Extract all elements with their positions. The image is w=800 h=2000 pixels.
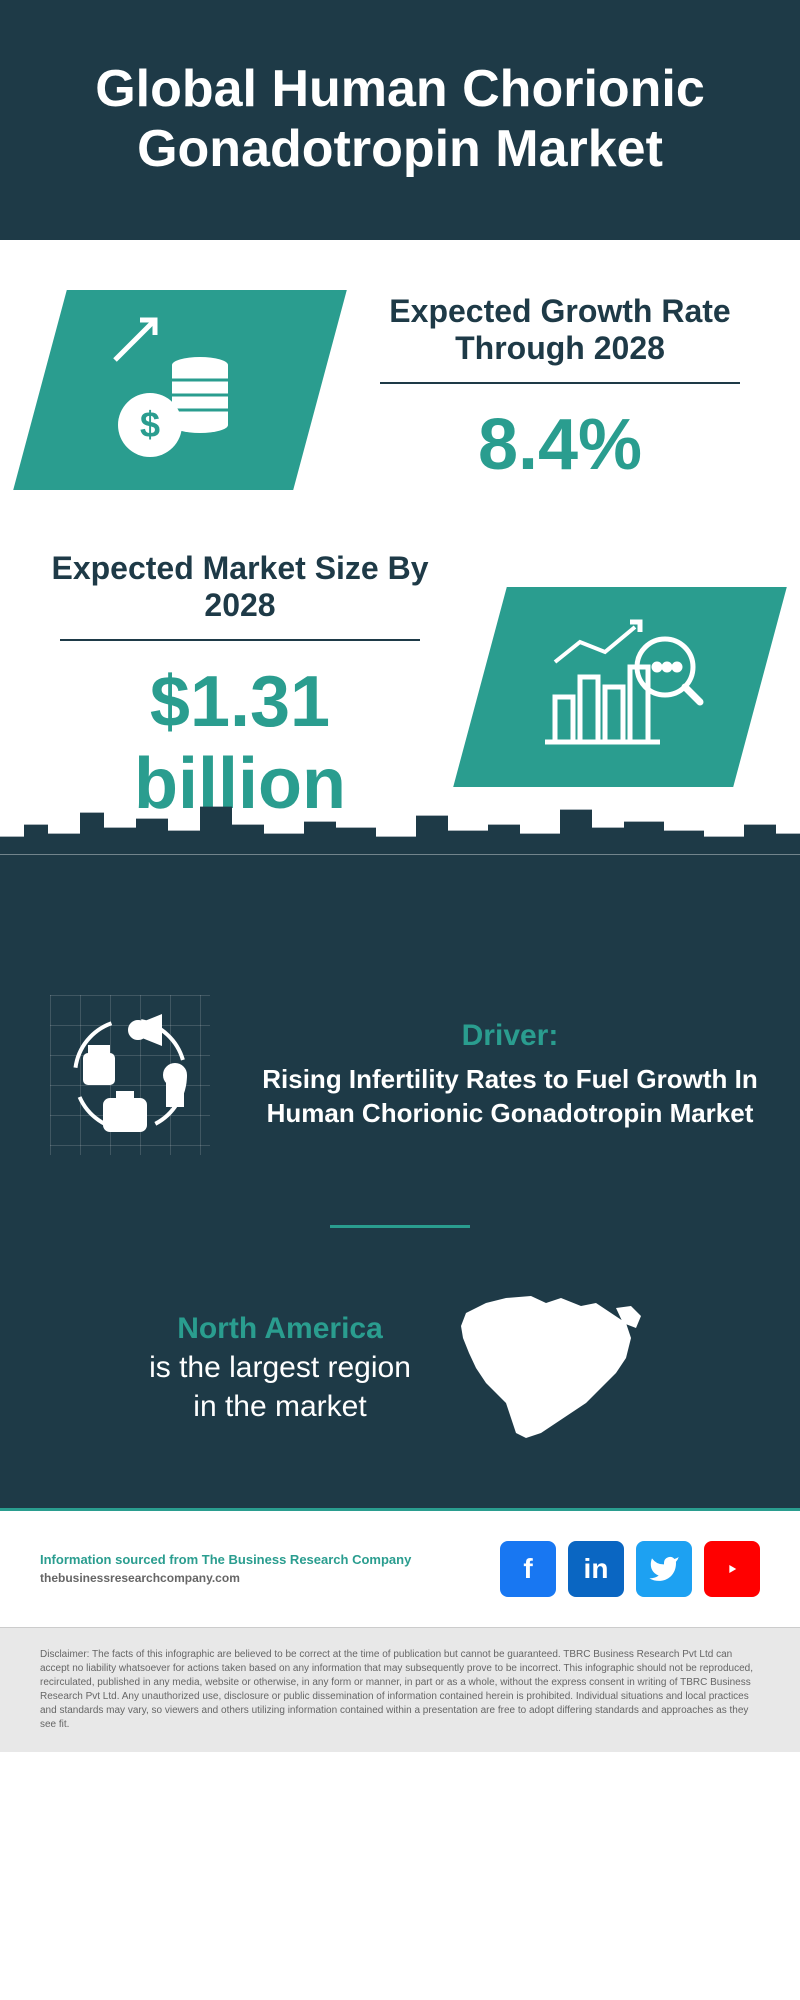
size-shape: [453, 587, 787, 787]
growth-shape: $: [13, 290, 347, 490]
driver-block: ✚ Driver: Rising Infertility Rates to Fu…: [40, 985, 760, 1165]
divider: [60, 639, 420, 641]
driver-icon-wrap: ✚: [40, 985, 220, 1165]
size-section: Expected Market Size By 2028 $1.31 billi…: [0, 520, 800, 875]
growth-text-block: Expected Growth Rate Through 2028 8.4%: [360, 293, 760, 486]
marketing-icon: ✚: [50, 995, 210, 1155]
size-text-block: Expected Market Size By 2028 $1.31 billi…: [40, 550, 440, 825]
money-growth-icon: $: [100, 315, 260, 465]
footer-source-block: Information sourced from The Business Re…: [40, 1552, 411, 1585]
header: Global Human Chorionic Gonadotropin Mark…: [0, 0, 800, 240]
growth-section: $ Expected Growth Rate Through 2028 8.4%: [0, 240, 800, 520]
divider: [380, 382, 740, 384]
size-label: Expected Market Size By 2028: [40, 550, 440, 624]
svg-text:$: $: [140, 404, 160, 445]
size-value: $1.31 billion: [40, 661, 440, 825]
driver-label: Driver:: [260, 1019, 760, 1053]
region-line2: is the largest region: [149, 1348, 411, 1387]
dark-section: ✚ Driver: Rising Infertility Rates to Fu…: [0, 955, 800, 1508]
growth-label: Expected Growth Rate Through 2028: [360, 293, 760, 367]
svg-text:✚: ✚: [118, 1108, 131, 1125]
disclaimer: Disclaimer: The facts of this infographi…: [0, 1627, 800, 1752]
linkedin-icon[interactable]: in: [568, 1541, 624, 1597]
growth-value: 8.4%: [360, 404, 760, 486]
facebook-icon[interactable]: f: [500, 1541, 556, 1597]
page-title: Global Human Chorionic Gonadotropin Mark…: [40, 60, 760, 180]
skyline-silhouette: [0, 855, 800, 955]
footer: Information sourced from The Business Re…: [0, 1508, 800, 1627]
section-divider: [330, 1225, 470, 1228]
region-highlight: North America: [149, 1309, 411, 1348]
youtube-icon[interactable]: [704, 1541, 760, 1597]
footer-url: thebusinessresearchcompany.com: [40, 1571, 411, 1585]
region-line3: in the market: [149, 1387, 411, 1426]
social-links: f in: [500, 1541, 760, 1597]
region-text: North America is the largest region in t…: [149, 1309, 411, 1426]
driver-desc: Rising Infertility Rates to Fuel Growth …: [260, 1063, 760, 1131]
region-block: North America is the largest region in t…: [40, 1288, 760, 1448]
north-america-map-icon: [451, 1288, 651, 1448]
driver-text-block: Driver: Rising Infertility Rates to Fuel…: [260, 1019, 760, 1131]
twitter-icon[interactable]: [636, 1541, 692, 1597]
disclaimer-text: Disclaimer: The facts of this infographi…: [40, 1649, 753, 1730]
footer-source: Information sourced from The Business Re…: [40, 1552, 411, 1567]
chart-analysis-icon: [535, 612, 705, 762]
